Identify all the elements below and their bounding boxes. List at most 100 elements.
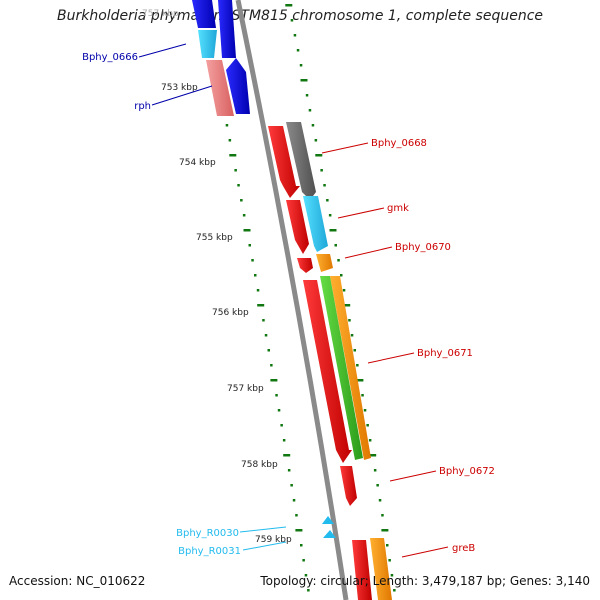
gene-label-gmk[interactable]: gmk <box>387 203 409 214</box>
gene-greb-orange-arrow[interactable] <box>370 538 392 600</box>
scale-label-757: 757 kbp <box>227 384 264 394</box>
tick-mark <box>300 79 308 82</box>
gene-bphy-0672-arrow[interactable] <box>340 466 357 506</box>
tick-mark <box>282 439 286 442</box>
tick-mark <box>300 544 303 547</box>
tick-mark <box>296 49 300 52</box>
tick-mark <box>356 364 359 367</box>
gene-bphy-0671-green-arrow[interactable] <box>320 276 363 460</box>
gene-bphy-0668-gray-arrow[interactable] <box>286 122 316 200</box>
genome-backbone <box>235 0 349 600</box>
tick-mark <box>329 229 337 232</box>
tick-mark <box>311 124 315 127</box>
gene-bphy-0671-orange-arrow[interactable] <box>330 276 371 460</box>
tick-mark <box>363 409 367 412</box>
scale-label-756: 756 kbp <box>212 308 249 318</box>
gene-top-blue-arrow[interactable] <box>192 0 216 28</box>
tick-mark <box>393 589 396 592</box>
gene-greb-red-arrow[interactable] <box>352 540 372 600</box>
tick-mark <box>334 244 337 247</box>
leader-bphy-r0031 <box>242 541 287 551</box>
gene-bphy-0666b-arrow[interactable] <box>218 0 236 58</box>
leader-bphy-0671 <box>367 352 415 364</box>
gene-gmk-arrow[interactable] <box>286 200 309 254</box>
gene-label-bphy-0672[interactable]: Bphy_0672 <box>439 466 495 477</box>
leader-bphy-0670 <box>344 246 393 259</box>
tick-mark <box>350 334 354 337</box>
tick-mark <box>267 349 270 352</box>
tick-mark <box>229 154 237 157</box>
leader-bphy-0672 <box>389 470 437 482</box>
tick-mark <box>386 544 389 547</box>
gene-bphy-0670-red-arrow[interactable] <box>297 258 313 273</box>
tick-mark <box>295 514 298 517</box>
gene-label-bphy-0666[interactable]: Bphy_0666 <box>82 52 138 63</box>
tick-mark <box>295 529 303 532</box>
tick-mark <box>264 334 268 337</box>
tick-mark <box>257 304 265 307</box>
gene-labels: Bphy_0666 rph Bphy_0668 gmk Bphy_0670 Bp… <box>82 52 495 557</box>
tick-mark <box>275 394 278 397</box>
tick-mark <box>293 34 297 37</box>
tick-mark <box>270 379 278 382</box>
leader-gmk <box>337 207 385 219</box>
tick-mark <box>368 439 372 442</box>
gene-bphy-0670-orange-arrow[interactable] <box>316 254 333 272</box>
tick-mark <box>225 124 229 127</box>
tick-mark <box>378 499 382 502</box>
tick-mark <box>302 559 305 562</box>
leader-rph <box>151 85 213 106</box>
tick-mark <box>373 469 377 472</box>
tick-mark <box>308 109 312 112</box>
tick-mark <box>254 274 257 277</box>
tick-mark <box>381 529 389 532</box>
gene-label-greb[interactable]: greB <box>452 543 475 554</box>
scale-label-755: 755 kbp <box>196 233 233 243</box>
gene-label-bphy-0671[interactable]: Bphy_0671 <box>417 348 473 359</box>
gene-label-rph[interactable]: rph <box>134 101 151 112</box>
tick-mark <box>320 169 323 172</box>
gene-rna-bphy-r0030-marker[interactable] <box>322 516 334 524</box>
gene-label-bphy-r0031[interactable]: Bphy_R0031 <box>178 546 241 557</box>
label-leaders <box>138 43 449 558</box>
leader-bphy-0668 <box>321 142 369 154</box>
map-title: Burkholderia phymatum STM815 chromosome … <box>56 8 543 24</box>
gene-label-bphy-0670[interactable]: Bphy_0670 <box>395 242 451 253</box>
gene-rph-b-arrow[interactable] <box>226 58 250 114</box>
tick-mark <box>248 244 251 247</box>
tick-mark <box>299 64 303 67</box>
tick-mark <box>337 259 340 262</box>
gene-label-bphy-0668[interactable]: Bphy_0668 <box>371 138 427 149</box>
tick-mark <box>242 214 246 217</box>
tick-mark <box>361 394 364 397</box>
gene-gmk-cyan-arrow[interactable] <box>303 196 328 252</box>
tick-mark <box>369 454 377 457</box>
tick-mark <box>243 229 251 232</box>
tick-mark <box>237 184 240 187</box>
tick-mark <box>366 424 369 427</box>
gene-bphy-0666-arrow[interactable] <box>198 30 217 58</box>
scale-label-758: 758 kbp <box>241 460 278 470</box>
tick-mark <box>285 4 293 7</box>
tick-mark <box>376 484 379 487</box>
tick-mark <box>343 304 351 307</box>
gene-bphy-0671-arrow[interactable] <box>303 280 352 463</box>
tick-mark <box>277 409 281 412</box>
tick-mark <box>304 574 308 577</box>
gene-rna-bphy-r0031-marker[interactable] <box>323 530 336 538</box>
tick-mark <box>315 154 323 157</box>
gene-rph-arrow[interactable] <box>206 60 234 116</box>
tick-mark <box>228 139 232 142</box>
tick-mark <box>381 514 384 517</box>
tick-mark <box>323 184 326 187</box>
tick-mark <box>390 574 394 577</box>
gene-bphy-0668-arrow[interactable] <box>268 126 300 198</box>
tick-mark <box>256 289 260 292</box>
tick-mark <box>314 139 318 142</box>
leader-bphy-r0030 <box>239 526 287 533</box>
accession-text: Accession: NC_010622 <box>9 574 146 588</box>
tick-mark <box>328 214 332 217</box>
gene-label-bphy-r0030[interactable]: Bphy_R0030 <box>176 528 239 539</box>
tick-mark <box>388 559 391 562</box>
